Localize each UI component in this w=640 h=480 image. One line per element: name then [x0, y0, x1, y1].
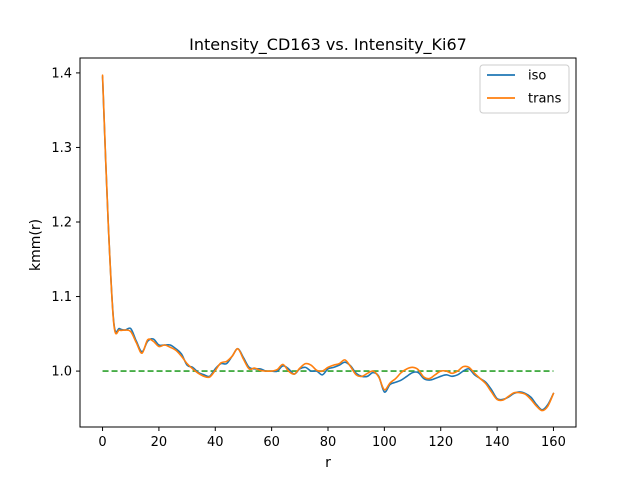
y-axis-label: kmm(r) — [28, 219, 44, 271]
x-tick-label: 60 — [263, 435, 280, 450]
y-tick-label: 1.3 — [51, 141, 72, 156]
x-axis-ticks: 0 20 40 60 80 100 120 140 160 — [98, 427, 566, 450]
legend-label-trans: trans — [528, 92, 562, 107]
x-tick-label: 140 — [485, 435, 510, 450]
series-layer — [101, 74, 555, 412]
x-axis-label: r — [325, 455, 331, 471]
x-tick-label: 80 — [320, 435, 337, 450]
y-tick-label: 1.4 — [51, 66, 72, 81]
legend-items: iso trans — [487, 69, 562, 107]
legend-box — [479, 64, 570, 114]
series-line-trans — [101, 74, 555, 412]
y-tick-label: 1.0 — [51, 365, 72, 380]
y-tick-label: 1.1 — [51, 290, 72, 305]
x-tick-label: 160 — [541, 435, 566, 450]
x-tick-label: 0 — [98, 435, 106, 450]
x-tick-label: 20 — [151, 435, 168, 450]
y-axis-ticks: 1.0 1.1 1.2 1.3 1.4 — [51, 66, 80, 380]
legend-label-iso: iso — [528, 69, 546, 84]
x-tick-label: 120 — [428, 435, 453, 450]
y-tick-label: 1.2 — [51, 216, 72, 231]
x-tick-label: 40 — [207, 435, 224, 450]
chart-title: Intensity_CD163 vs. Intensity_Ki67 — [189, 35, 467, 55]
legend: iso trans — [479, 64, 570, 114]
x-tick-label: 100 — [372, 435, 397, 450]
